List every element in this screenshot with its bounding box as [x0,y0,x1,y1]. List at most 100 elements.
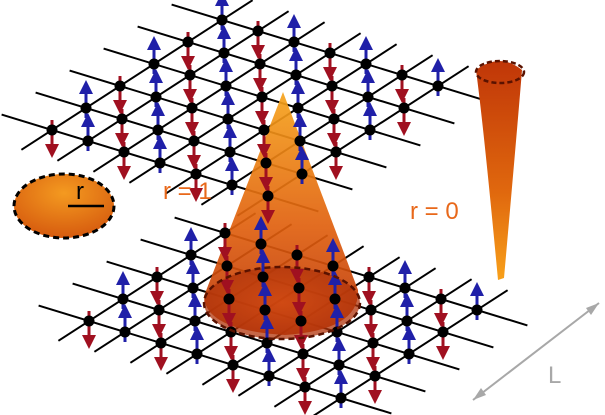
lower-site [403,348,415,360]
lattice-sites [46,14,483,404]
upper-site [292,102,304,114]
lower-site [83,315,95,327]
upper-site [256,91,268,103]
upper-site [254,58,266,70]
needle-label: r = 0 [410,198,459,225]
lower-site [293,282,305,294]
upper-site [260,157,272,169]
upper-column-line [200,54,434,206]
upper-site [154,157,166,169]
upper-site [116,113,128,125]
lower-site [333,359,345,371]
lower-site [471,304,483,316]
upper-site [294,135,306,147]
lower-site [369,370,381,382]
upper-site [218,47,230,59]
upper-site [182,36,194,48]
upper-site [80,102,92,114]
needle-top-outline [474,59,526,85]
lower-site [255,238,267,250]
upper-site [188,135,200,147]
upper-site [362,91,374,103]
upper-column-line [20,0,254,151]
lower-site [399,282,411,294]
system-size-indicator: L [472,302,600,401]
cone-base [204,267,360,339]
lower-site [223,293,235,305]
upper-site [330,146,342,158]
cone-region [204,61,522,339]
cone-label: r = 1 [163,178,212,205]
upper-site [396,69,408,81]
upper-site [290,69,302,81]
lower-site [191,348,203,360]
lower-row-line [72,282,426,393]
lower-row-line [38,304,392,415]
lower-site [437,326,449,338]
upper-site [258,124,270,136]
lower-site [435,293,447,305]
upper-site [324,47,336,59]
upper-site [114,80,126,92]
lower-site [401,315,413,327]
upper-site [364,124,376,136]
upper-site [46,124,58,136]
upper-column-line [92,21,326,173]
lower-site [117,293,129,305]
upper-site [220,80,232,92]
lower-site [331,326,343,338]
upper-site [222,113,234,125]
upper-site [398,102,410,114]
lower-site [261,337,273,349]
lower-site [257,271,269,283]
lower-site [367,337,379,349]
lower-site [119,326,131,338]
lower-site [153,304,165,316]
lower-site [225,326,237,338]
upper-site [148,58,160,70]
upper-site [186,102,198,114]
upper-site [252,25,264,37]
lower-site [295,315,307,327]
lower-site [259,304,271,316]
upper-site [82,135,94,147]
front-overlays [202,59,526,341]
cone-base-outline [202,265,362,341]
needle-body [476,61,522,280]
upper-site [184,69,196,81]
lower-site [227,359,239,371]
upper-site [224,146,236,158]
lower-site [151,271,163,283]
radius-label: r [76,178,84,205]
lower-site [155,337,167,349]
upper-site [296,168,308,180]
upper-site [226,179,238,191]
lower-site [187,282,199,294]
size-label: L [548,362,561,389]
upper-site [216,14,228,26]
upper-site [262,190,274,202]
lower-site [335,392,347,404]
upper-site [360,58,372,70]
lower-site [297,348,309,360]
lower-site [327,260,339,272]
upper-column-line [56,10,290,162]
upper-site [432,80,444,92]
lower-site [263,370,275,382]
upper-site [328,113,340,125]
lower-site [219,227,231,239]
upper-column-line [128,32,362,184]
lower-site [365,304,377,316]
lower-site [299,381,311,393]
upper-site [288,36,300,48]
upper-site [190,168,202,180]
lower-site [329,293,341,305]
upper-site [118,146,130,158]
upper-site [150,91,162,103]
lower-site [185,249,197,261]
lower-site [221,260,233,272]
radius-disk: r [12,172,116,240]
upper-site [326,80,338,92]
lower-site [189,315,201,327]
